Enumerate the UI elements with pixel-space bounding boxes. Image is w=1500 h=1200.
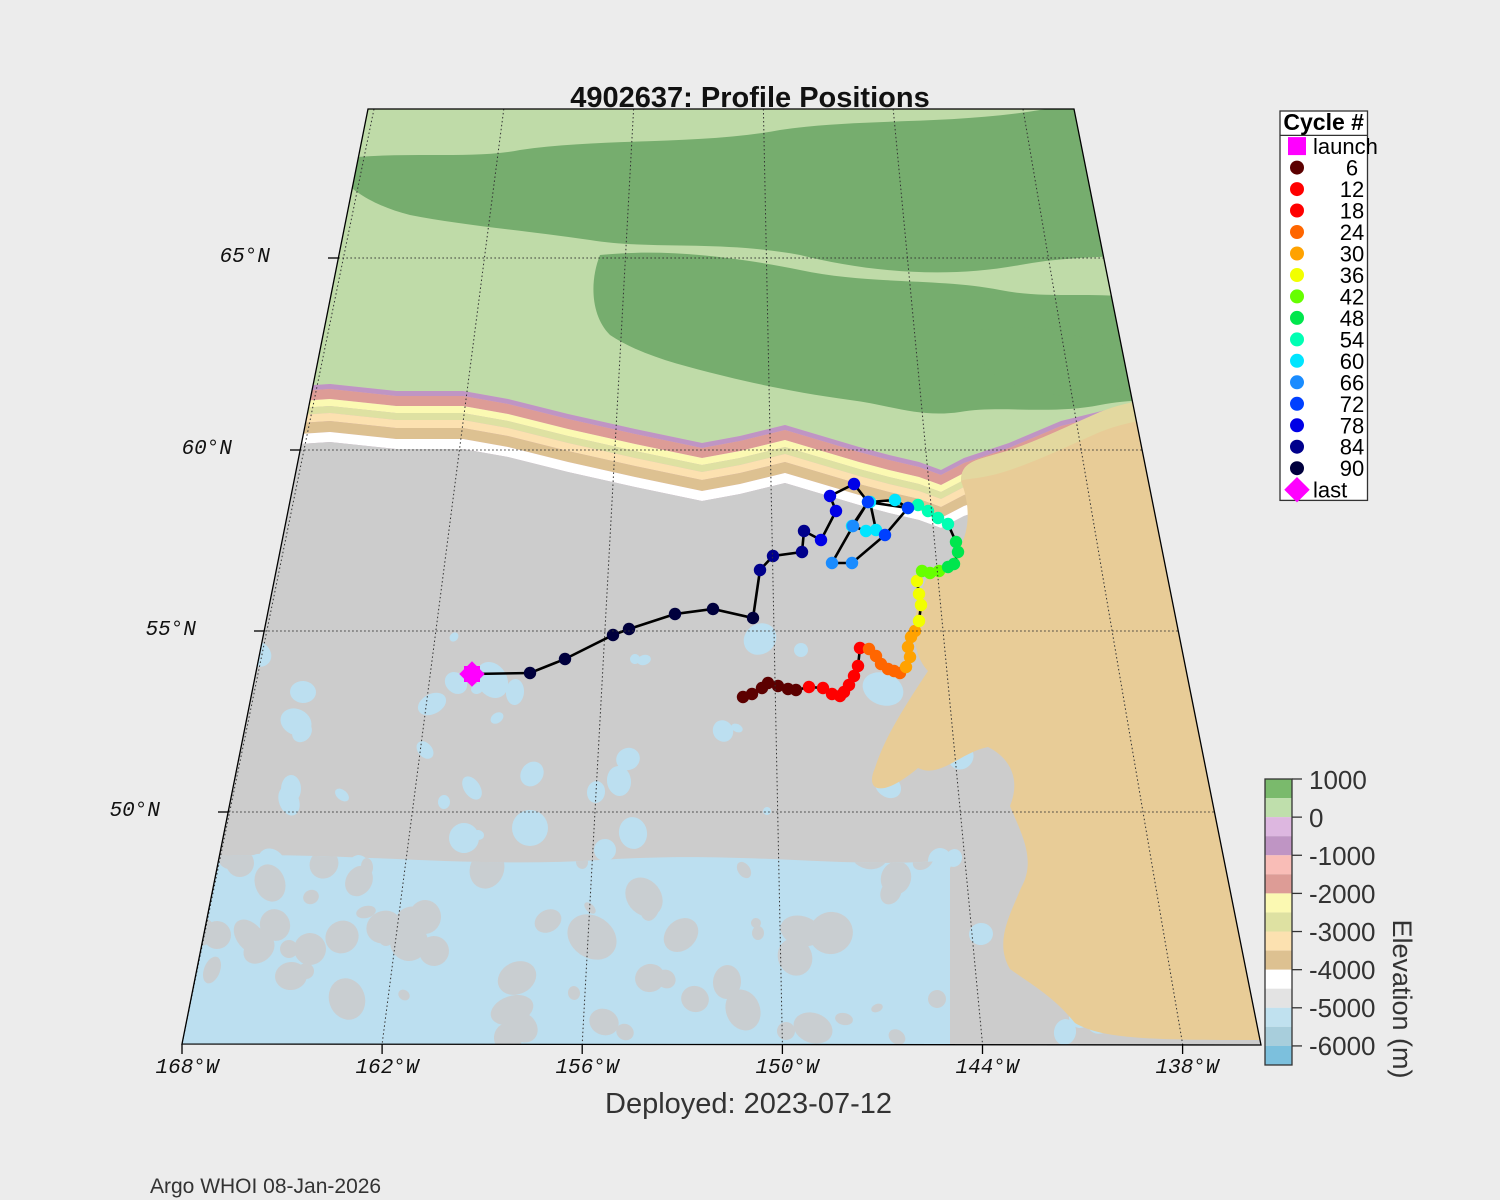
svg-text:Cycle #: Cycle # [1283, 109, 1364, 135]
svg-text:-5000: -5000 [1309, 993, 1376, 1023]
svg-text:-6000: -6000 [1309, 1031, 1376, 1061]
svg-text:-3000: -3000 [1309, 917, 1376, 947]
svg-text:-4000: -4000 [1309, 955, 1376, 985]
svg-text:last: last [1313, 478, 1347, 503]
svg-text:1000: 1000 [1309, 765, 1367, 795]
svg-text:-2000: -2000 [1309, 879, 1376, 909]
svg-text:Elevation (m): Elevation (m) [1387, 919, 1417, 1078]
svg-text:-1000: -1000 [1309, 841, 1376, 871]
svg-text:0: 0 [1309, 803, 1323, 833]
